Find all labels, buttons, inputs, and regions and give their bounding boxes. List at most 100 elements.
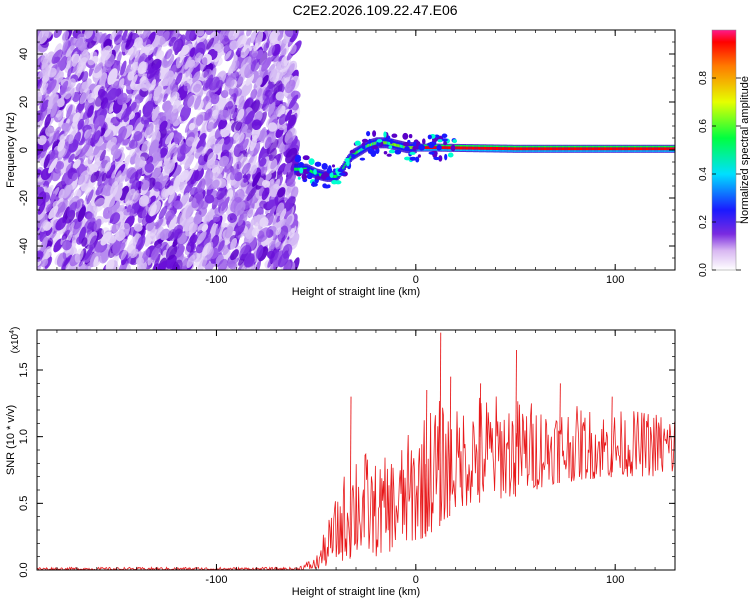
spectrogram-cell	[285, 147, 298, 164]
signal-core	[464, 145, 466, 147]
signal-core	[609, 150, 612, 152]
spectrogram-cell	[120, 247, 129, 261]
signal-core	[541, 145, 543, 148]
signal-core	[503, 145, 505, 148]
spectrogram-cell	[288, 94, 299, 110]
spectrogram-cell	[194, 30, 205, 37]
signal-core	[524, 150, 526, 152]
signal-core	[483, 146, 486, 150]
signal-core	[643, 150, 645, 152]
signal-core	[637, 150, 639, 152]
signal-core	[480, 146, 482, 150]
signal-core	[443, 149, 445, 151]
signal-core	[581, 145, 583, 148]
spectrogram-cell	[68, 153, 75, 163]
signal-core	[459, 146, 462, 150]
signal-core	[504, 145, 506, 148]
snr-frame	[36, 329, 676, 571]
signal-core	[563, 145, 565, 148]
signal-core	[589, 145, 591, 148]
spectrogram-cell	[276, 202, 285, 217]
spectrogram-cell	[75, 82, 82, 92]
signal-core	[489, 145, 492, 147]
signal-core	[639, 145, 642, 148]
spectrogram-cell	[173, 200, 183, 210]
signal-core	[650, 145, 652, 148]
spectrogram-cell	[285, 195, 294, 212]
spectrogram-cell	[144, 162, 155, 173]
spectrogram-cell	[81, 81, 89, 90]
signal-core	[663, 145, 666, 148]
signal-core	[499, 145, 501, 148]
signal-blob	[354, 140, 361, 146]
spectrogram-cell	[204, 108, 213, 121]
signal-core	[471, 145, 474, 147]
signal-core	[537, 147, 540, 151]
signal-blob	[294, 156, 302, 163]
spectrogram-cell	[207, 152, 214, 160]
spectrogram-cell	[159, 228, 171, 241]
spectrogram-cell	[151, 105, 160, 122]
spectrogram-cell	[116, 216, 125, 231]
signal-blob	[334, 180, 342, 185]
spectrogram-cell	[130, 248, 139, 259]
signal-core	[655, 150, 657, 152]
signal-blob	[437, 139, 443, 143]
spectrogram-xlabel: Height of straight line (km)	[292, 286, 420, 298]
signal-core	[428, 149, 430, 151]
signal-core	[564, 145, 566, 148]
signal-core	[585, 150, 588, 152]
signal-core	[659, 147, 661, 151]
signal-core	[475, 149, 477, 152]
signal-core	[636, 150, 638, 152]
spectrogram-cell	[81, 71, 89, 83]
signal-core	[315, 172, 318, 176]
signal-core	[663, 150, 666, 152]
spectrogram-cell	[194, 52, 202, 63]
signal-core	[669, 145, 672, 148]
spectrogram-cell	[66, 104, 73, 119]
signal-core	[589, 150, 591, 152]
signal-core	[489, 146, 492, 150]
signal-core	[463, 145, 465, 147]
spectrogram-cell	[227, 260, 237, 270]
signal-core	[423, 149, 426, 151]
signal-core	[582, 150, 584, 152]
spectrogram-cell	[210, 223, 219, 239]
spectrogram-cell	[284, 109, 293, 122]
signal-core	[608, 147, 610, 151]
signal-core	[473, 149, 475, 152]
signal-core	[500, 145, 502, 148]
signal-core	[517, 147, 519, 151]
spectrogram-cell	[147, 220, 155, 232]
spectrogram-cell	[274, 69, 284, 84]
spectrogram-cell	[101, 249, 110, 263]
spectrogram-cell	[211, 33, 223, 48]
signal-core	[593, 147, 595, 151]
signal-core	[481, 149, 483, 152]
spectrogram-cell	[83, 217, 96, 233]
signal-core	[302, 167, 304, 171]
spectrogram-cell	[141, 204, 152, 219]
signal-core	[636, 145, 638, 148]
signal-core	[606, 150, 608, 152]
spectrogram-cell	[181, 204, 193, 220]
signal-core	[611, 145, 613, 148]
spectrogram-cell	[251, 227, 260, 237]
signal-core	[569, 145, 571, 148]
signal-core	[485, 145, 487, 147]
signal-core	[416, 149, 418, 151]
signal-core	[491, 145, 493, 147]
signal-core	[447, 144, 450, 147]
signal-blob	[346, 159, 350, 167]
signal-core	[631, 150, 633, 152]
signal-core	[578, 145, 580, 148]
signal-core	[553, 145, 555, 148]
spectrogram-cell	[99, 32, 107, 44]
spectrogram-cell	[205, 90, 212, 102]
signal-core	[552, 150, 554, 152]
spectrogram-cell	[218, 118, 228, 130]
spectrogram-cell	[201, 141, 211, 157]
signal-core	[539, 145, 541, 148]
signal-core	[599, 150, 601, 152]
